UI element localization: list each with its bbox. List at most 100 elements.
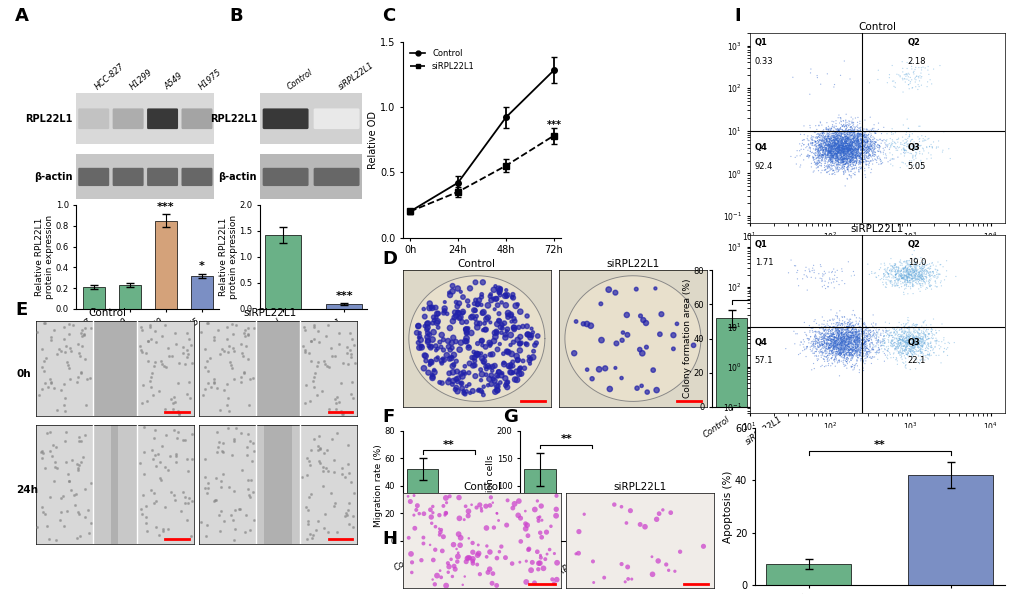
Point (899, 266, 915, 275)
Point (846, 137, 862, 147)
Point (301, 456, 317, 466)
Point (433, 356, 449, 365)
Point (891, 341, 907, 350)
Point (39, 522, 55, 531)
Point (895, 346, 911, 355)
Bar (256, 425, 263, 544)
Point (876, 282, 893, 292)
Point (834, 143, 850, 152)
Point (904, 338, 920, 347)
Point (838, 355, 854, 364)
Point (834, 141, 850, 150)
Point (822, 162, 839, 172)
Point (808, 337, 824, 347)
Point (300, 519, 316, 529)
Point (823, 156, 840, 165)
Point (824, 145, 841, 154)
Point (809, 146, 825, 156)
Point (894, 274, 910, 283)
Point (841, 150, 857, 159)
Point (143, 382, 159, 391)
Point (499, 312, 516, 322)
Point (906, 275, 922, 285)
Point (232, 377, 249, 387)
Point (840, 133, 856, 143)
Point (836, 154, 852, 163)
Point (806, 138, 822, 147)
Point (838, 138, 854, 147)
Point (889, 342, 905, 351)
Point (838, 334, 854, 344)
Point (845, 343, 861, 352)
Point (866, 148, 882, 157)
Point (830, 156, 847, 165)
Point (158, 430, 174, 440)
Point (837, 155, 853, 165)
Point (852, 346, 868, 356)
Point (847, 348, 863, 358)
Point (832, 349, 848, 359)
Point (851, 151, 867, 161)
Point (822, 342, 839, 351)
Point (906, 127, 922, 136)
Point (818, 146, 835, 156)
Point (915, 317, 931, 327)
Point (73, 331, 90, 341)
Point (924, 267, 941, 277)
Point (857, 156, 873, 166)
Point (848, 138, 864, 148)
Point (838, 353, 854, 363)
Point (908, 326, 924, 336)
Point (886, 261, 902, 270)
Point (466, 353, 482, 362)
Point (822, 353, 839, 362)
Point (836, 144, 852, 153)
Point (820, 132, 837, 141)
Point (839, 144, 855, 153)
Point (801, 342, 817, 352)
Point (878, 346, 895, 355)
FancyBboxPatch shape (78, 168, 109, 186)
Point (824, 347, 841, 357)
Point (902, 262, 918, 271)
Point (799, 146, 815, 155)
Point (820, 341, 837, 350)
Point (488, 508, 504, 518)
Point (431, 566, 447, 576)
Point (909, 350, 925, 360)
Point (900, 75, 916, 85)
Point (452, 287, 469, 296)
Point (468, 349, 484, 359)
Point (834, 136, 850, 146)
Point (913, 338, 929, 347)
Point (853, 146, 869, 155)
Point (879, 344, 896, 353)
Point (842, 141, 858, 151)
Point (845, 138, 861, 147)
Point (863, 353, 879, 363)
Point (902, 274, 918, 283)
Point (66, 500, 83, 510)
Point (901, 269, 917, 279)
Point (816, 159, 833, 168)
Point (855, 339, 871, 349)
Point (823, 137, 840, 146)
Point (172, 507, 189, 516)
Point (483, 380, 499, 389)
Point (837, 137, 853, 146)
Point (804, 135, 820, 145)
Point (842, 350, 858, 359)
Point (836, 140, 852, 149)
Point (632, 520, 648, 529)
Point (826, 323, 843, 333)
Point (864, 141, 880, 150)
Point (303, 336, 319, 346)
Point (829, 142, 846, 151)
Point (889, 276, 905, 286)
Point (911, 147, 927, 156)
Point (897, 340, 913, 350)
Point (836, 334, 852, 344)
Point (856, 131, 872, 141)
Point (894, 277, 910, 287)
Point (801, 266, 817, 276)
